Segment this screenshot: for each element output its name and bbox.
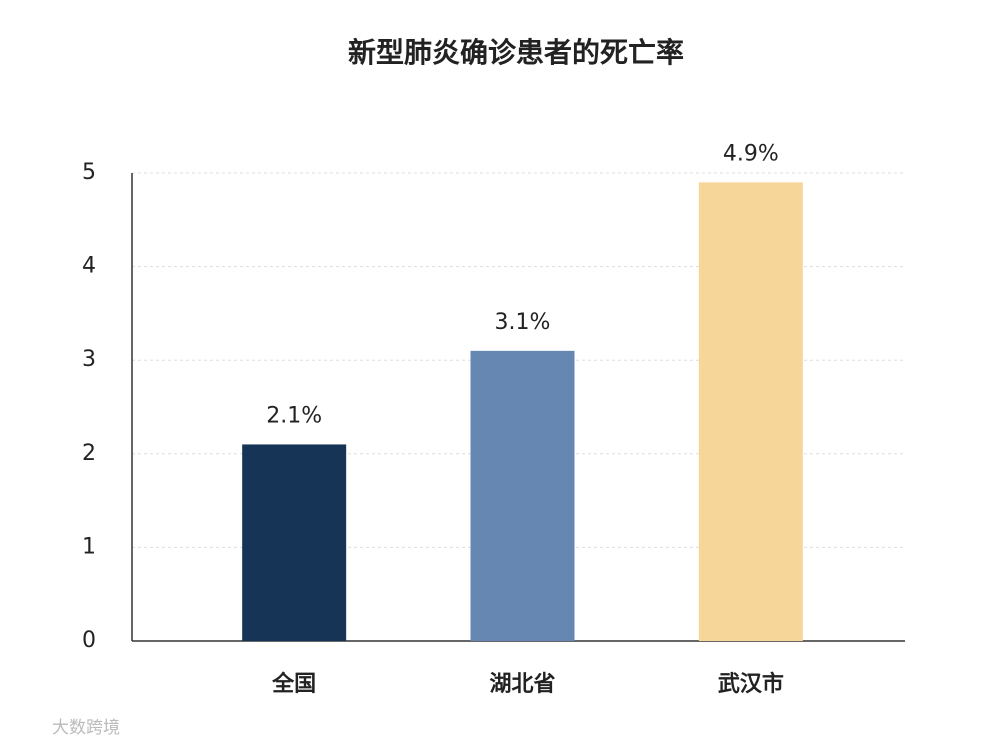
chart-title: 新型肺炎确诊患者的死亡率	[348, 36, 684, 69]
x-tick-label: 武汉市	[718, 671, 784, 697]
y-tick-label: 4	[82, 254, 96, 279]
value-label: 3.1%	[495, 310, 551, 335]
x-tick-label: 全国	[271, 671, 316, 697]
bar	[698, 182, 803, 642]
y-tick-label: 1	[82, 534, 96, 559]
value-label: 2.1%	[266, 403, 322, 428]
bar	[470, 350, 575, 641]
watermark: 大数跨境	[52, 718, 120, 738]
y-tick-label: 2	[82, 441, 96, 466]
y-tick-label: 0	[82, 628, 96, 653]
y-tick-label: 5	[82, 160, 96, 185]
x-tick-label: 湖北省	[489, 672, 555, 697]
value-label: 4.9%	[723, 141, 779, 166]
y-tick-label: 3	[82, 347, 96, 372]
bar	[242, 444, 347, 641]
